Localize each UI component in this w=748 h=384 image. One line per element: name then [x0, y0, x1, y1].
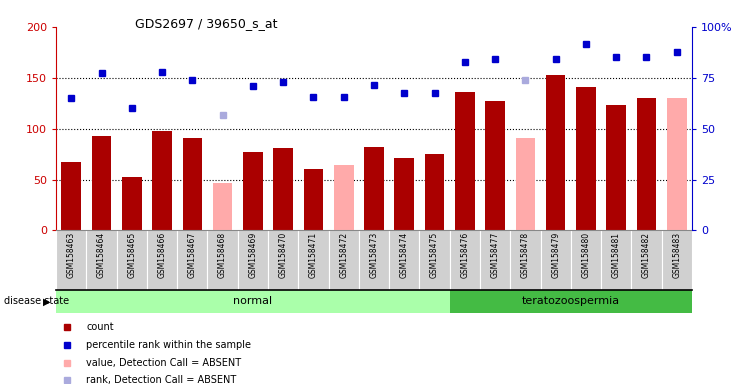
Bar: [571, 230, 601, 290]
Text: disease state: disease state: [4, 296, 69, 306]
Text: GSM158466: GSM158466: [158, 232, 167, 278]
Bar: [92, 136, 111, 230]
Bar: [546, 75, 565, 230]
Bar: [394, 158, 414, 230]
Bar: [359, 230, 389, 290]
Bar: [576, 87, 595, 230]
Bar: [450, 290, 692, 313]
Text: GSM158469: GSM158469: [248, 232, 257, 278]
Text: GSM158483: GSM158483: [672, 232, 681, 278]
Text: GSM158477: GSM158477: [491, 232, 500, 278]
Text: GSM158463: GSM158463: [67, 232, 76, 278]
Text: rank, Detection Call = ABSENT: rank, Detection Call = ABSENT: [86, 375, 236, 384]
Text: percentile rank within the sample: percentile rank within the sample: [86, 340, 251, 350]
Text: teratozoospermia: teratozoospermia: [522, 296, 620, 306]
Bar: [420, 230, 450, 290]
Bar: [637, 98, 656, 230]
Text: GSM158478: GSM158478: [521, 232, 530, 278]
Bar: [56, 230, 86, 290]
Bar: [122, 177, 141, 230]
Bar: [334, 165, 354, 230]
Text: GSM158471: GSM158471: [309, 232, 318, 278]
Text: GSM158481: GSM158481: [612, 232, 621, 278]
Bar: [480, 230, 510, 290]
Text: GSM158482: GSM158482: [642, 232, 651, 278]
Bar: [485, 101, 505, 230]
Text: GDS2697 / 39650_s_at: GDS2697 / 39650_s_at: [135, 17, 278, 30]
Text: GSM158473: GSM158473: [370, 232, 378, 278]
Text: GSM158464: GSM158464: [97, 232, 106, 278]
Bar: [450, 230, 480, 290]
Bar: [61, 162, 81, 230]
Text: GSM158474: GSM158474: [399, 232, 408, 278]
Bar: [147, 230, 177, 290]
Text: GSM158465: GSM158465: [127, 232, 136, 278]
Bar: [177, 230, 207, 290]
Bar: [607, 105, 626, 230]
Bar: [364, 147, 384, 230]
Bar: [515, 138, 536, 230]
Bar: [207, 230, 238, 290]
Bar: [298, 230, 328, 290]
Bar: [212, 182, 233, 230]
Bar: [510, 230, 541, 290]
Text: normal: normal: [233, 296, 272, 306]
Bar: [243, 152, 263, 230]
Bar: [304, 169, 323, 230]
Bar: [389, 230, 420, 290]
Bar: [425, 154, 444, 230]
Bar: [662, 230, 692, 290]
Text: GSM158476: GSM158476: [460, 232, 469, 278]
Text: GSM158475: GSM158475: [430, 232, 439, 278]
Bar: [631, 230, 662, 290]
Bar: [455, 92, 475, 230]
Text: count: count: [86, 322, 114, 332]
Bar: [153, 131, 172, 230]
Bar: [273, 148, 293, 230]
Bar: [541, 230, 571, 290]
Bar: [667, 98, 687, 230]
Bar: [268, 230, 298, 290]
Text: GSM158472: GSM158472: [340, 232, 349, 278]
Bar: [56, 290, 450, 313]
Text: GSM158479: GSM158479: [551, 232, 560, 278]
Text: GSM158480: GSM158480: [581, 232, 590, 278]
Text: value, Detection Call = ABSENT: value, Detection Call = ABSENT: [86, 358, 241, 368]
Text: GSM158470: GSM158470: [279, 232, 288, 278]
Bar: [117, 230, 147, 290]
Bar: [183, 138, 202, 230]
Text: GSM158468: GSM158468: [218, 232, 227, 278]
Bar: [328, 230, 359, 290]
Bar: [601, 230, 631, 290]
Bar: [86, 230, 117, 290]
Text: GSM158467: GSM158467: [188, 232, 197, 278]
Text: ▶: ▶: [43, 296, 51, 306]
Bar: [238, 230, 268, 290]
